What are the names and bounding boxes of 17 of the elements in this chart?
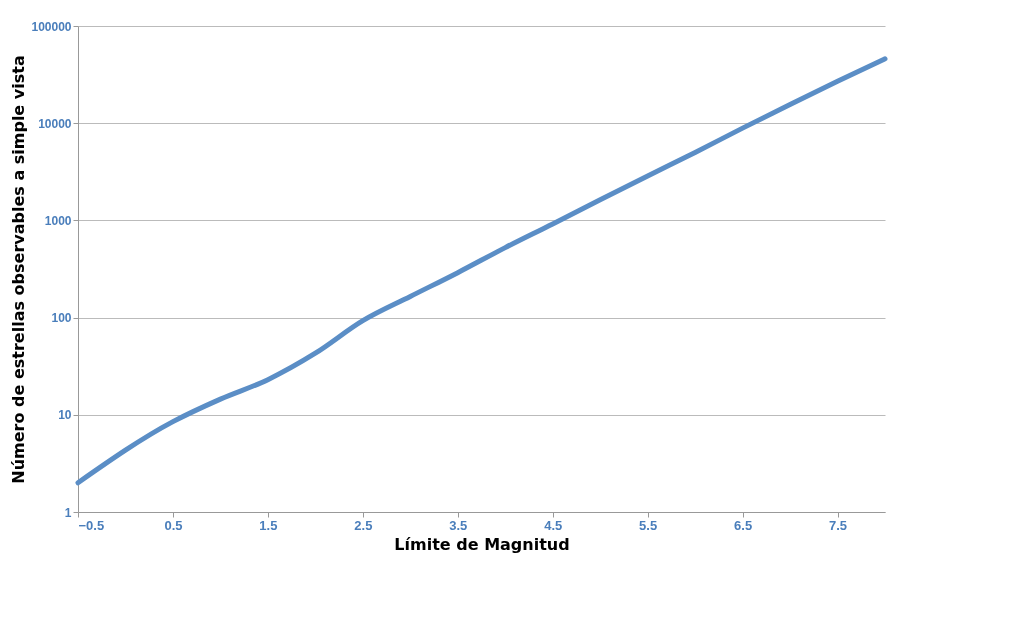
x-tick-label: −0.5	[78, 517, 105, 533]
y-tick-label: 100000	[31, 19, 72, 34]
x-axis-title: Límite de Magnitud	[394, 534, 570, 554]
x-tick-label: 6.5	[734, 517, 753, 533]
x-tick-label: 5.5	[639, 517, 658, 533]
x-tick-label: 4.5	[544, 517, 563, 533]
y-tick-label: 10000	[38, 116, 72, 131]
x-tick-label: 2.5	[354, 517, 373, 533]
y-axis-title: Número de estrellas observables a simple vista	[9, 55, 29, 484]
y-tick-label: 10	[58, 408, 72, 423]
x-tick-label: 7.5	[828, 517, 848, 533]
x-tick-label: 3.5	[449, 517, 468, 533]
y-tick-label: 1	[64, 505, 72, 520]
y-tick-label: 1000	[44, 213, 72, 228]
x-tick-label: 0.5	[164, 517, 183, 533]
x-tick-label: 1.5	[259, 517, 278, 533]
y-tick-label: 100	[51, 311, 72, 326]
